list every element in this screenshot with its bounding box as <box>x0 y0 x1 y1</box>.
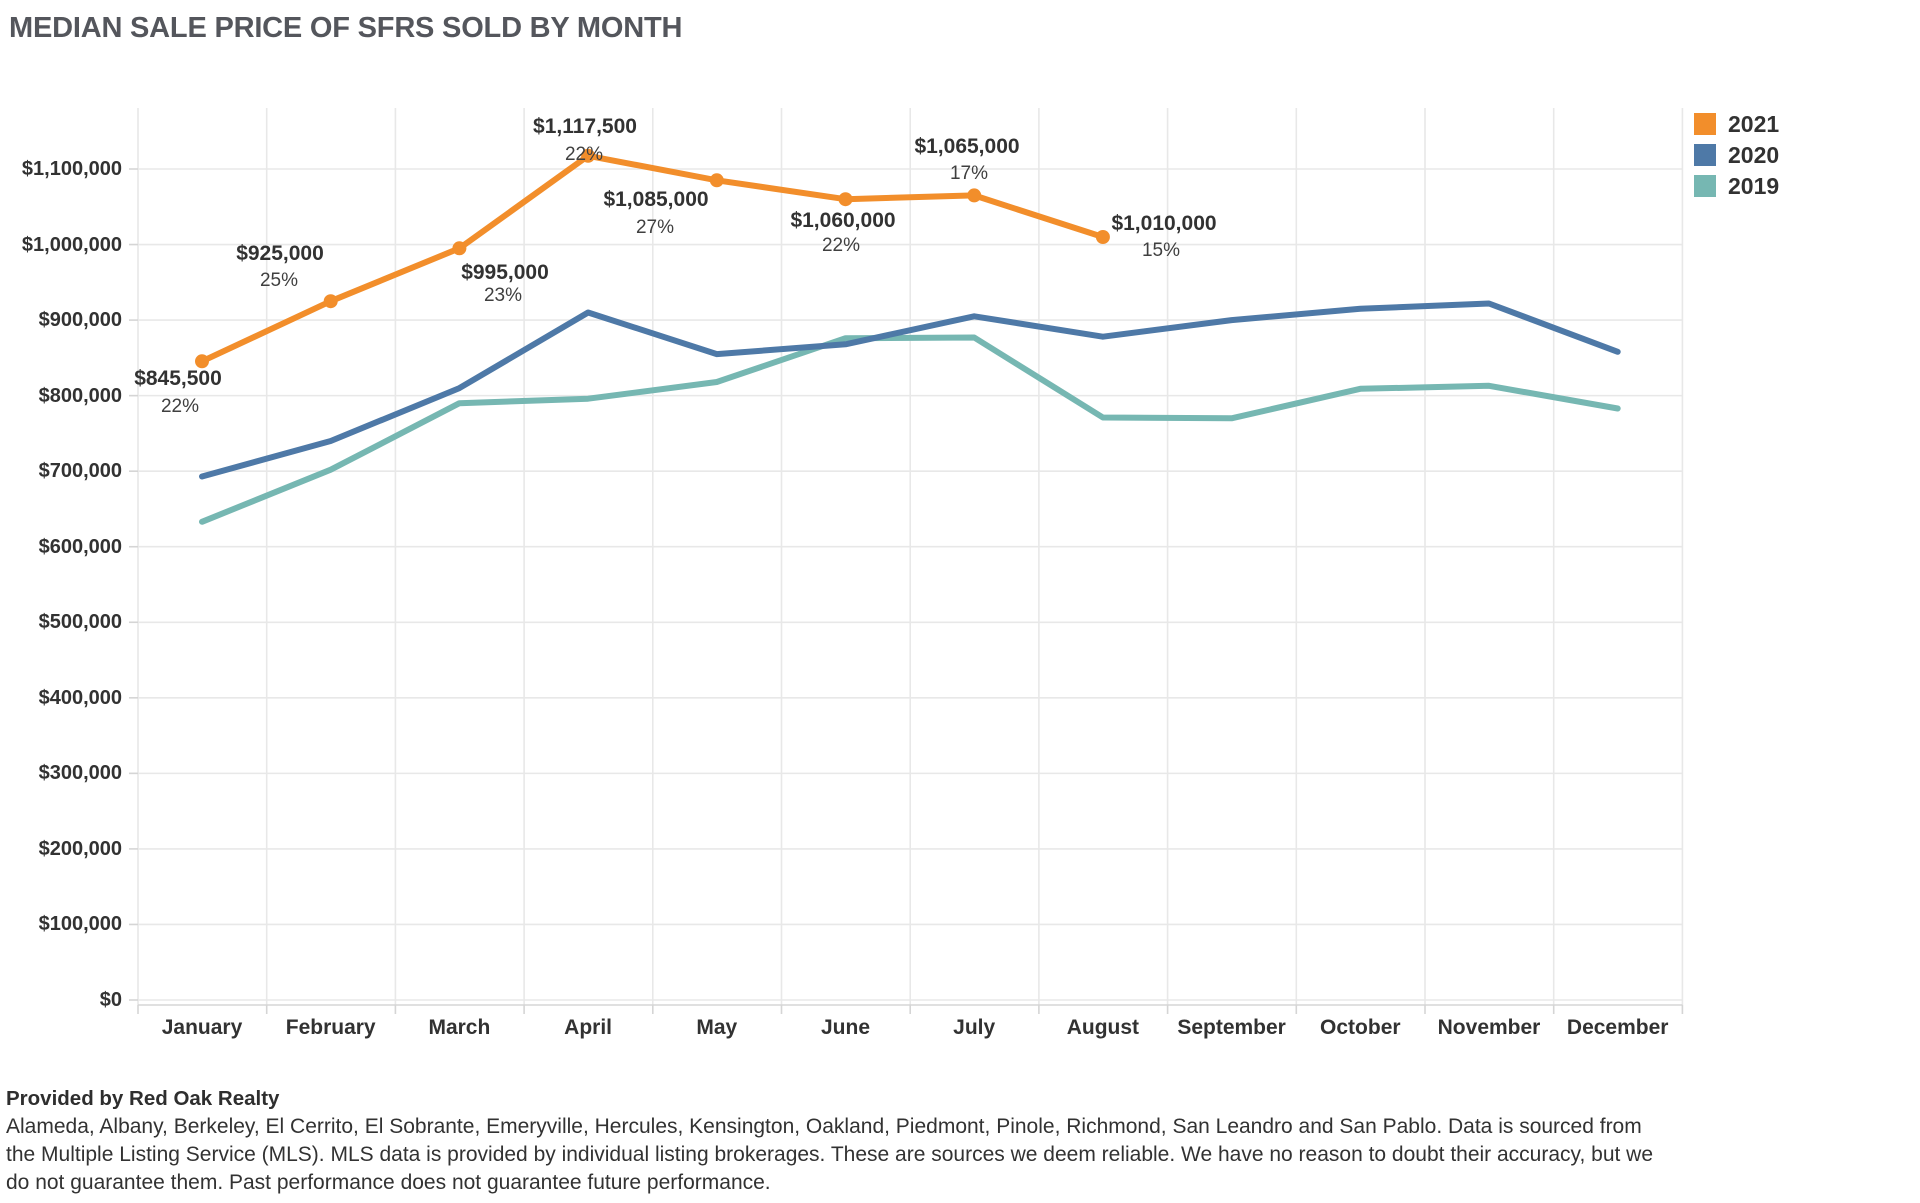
series-marker-2021[interactable] <box>709 173 724 188</box>
x-axis-month-label: December <box>1566 1016 1669 1039</box>
data-label-pct: 22% <box>160 396 200 417</box>
data-label-value: $1,117,500 <box>533 115 637 138</box>
page-title: MEDIAN SALE PRICE OF SFRS SOLD BY MONTH <box>9 12 683 44</box>
y-axis-tick-label: $0 <box>99 989 122 1011</box>
data-label-value: $1,060,000 <box>790 209 896 232</box>
x-axis-month-label: March <box>428 1016 491 1039</box>
y-axis-tick-label: $600,000 <box>38 535 122 558</box>
legend-item-2020[interactable]: 2020 <box>1694 142 1780 168</box>
legend-item-2021[interactable]: 2021 <box>1694 111 1780 137</box>
data-label-pct: 23% <box>483 285 523 306</box>
data-label-value: $1,010,000 <box>1111 212 1217 235</box>
data-label-value: $995,000 <box>461 261 549 284</box>
y-axis-tick-label: $800,000 <box>38 384 122 407</box>
legend-swatch-2019 <box>1694 175 1716 197</box>
data-label-value: $925,000 <box>236 242 324 265</box>
series-marker-2021[interactable] <box>838 192 853 207</box>
legend-item-2019[interactable]: 2019 <box>1694 173 1780 199</box>
series-marker-2021[interactable] <box>452 241 467 256</box>
x-axis-month-label: May <box>696 1016 738 1039</box>
x-axis-month-label: November <box>1437 1016 1541 1039</box>
legend-label: 2021 <box>1728 111 1780 137</box>
data-label-pct: 15% <box>1141 240 1181 261</box>
y-axis-tick-label: $700,000 <box>38 460 122 483</box>
data-label-pct: 22% <box>564 144 604 165</box>
legend-swatch-2021 <box>1694 113 1716 135</box>
data-label-pct: 22% <box>821 235 861 256</box>
y-axis-tick-label: $1,000,000 <box>21 233 122 256</box>
x-axis-month-label: June <box>820 1016 870 1039</box>
series-marker-2021[interactable] <box>581 148 596 163</box>
series-line-2021[interactable] <box>199 152 1106 365</box>
data-label-pct: 27% <box>635 217 675 238</box>
y-axis-tick-label: $200,000 <box>38 837 122 860</box>
x-axis-month-label: April <box>564 1016 613 1039</box>
y-axis-tick-label: $100,000 <box>38 913 122 936</box>
y-axis-tick-label: $300,000 <box>38 762 122 785</box>
data-label-pct: 25% <box>259 270 299 291</box>
legend-label: 2020 <box>1728 142 1780 168</box>
line-chart <box>129 108 1684 1014</box>
data-label-value: $1,065,000 <box>914 135 1020 158</box>
data-label-value: $1,085,000 <box>603 188 709 211</box>
x-axis-month-label: September <box>1177 1016 1286 1039</box>
series-marker-2021[interactable] <box>195 354 209 369</box>
y-axis-tick-label: $400,000 <box>38 686 122 709</box>
data-label-value: $845,500 <box>134 367 222 390</box>
x-axis-month-label: July <box>953 1016 996 1039</box>
data-label-pct: 17% <box>949 163 989 184</box>
legend: 2021 2020 2019 <box>1694 113 1779 206</box>
series-marker-2021[interactable] <box>967 188 982 203</box>
y-axis-tick-label: $500,000 <box>38 611 122 634</box>
series-marker-2021[interactable] <box>323 294 338 309</box>
series-line-2019[interactable] <box>199 334 1621 525</box>
legend-label: 2019 <box>1728 173 1780 199</box>
x-axis-month-label: January <box>161 1016 243 1039</box>
x-axis-month-label: August <box>1066 1016 1140 1039</box>
legend-swatch-2020 <box>1694 144 1716 166</box>
y-axis-tick-label: $1,100,000 <box>21 158 122 180</box>
y-axis-tick-label: $900,000 <box>38 309 122 332</box>
series-marker-2021[interactable] <box>1095 230 1110 244</box>
x-axis-month-label: February <box>285 1016 376 1039</box>
footer-disclaimer: Alameda, Albany, Berkeley, El Cerrito, E… <box>6 1115 1654 1195</box>
series-line-2020[interactable] <box>199 300 1621 480</box>
footer-provider: Provided by Red Oak Realty <box>6 1087 280 1110</box>
x-axis-month-label: October <box>1320 1016 1401 1039</box>
